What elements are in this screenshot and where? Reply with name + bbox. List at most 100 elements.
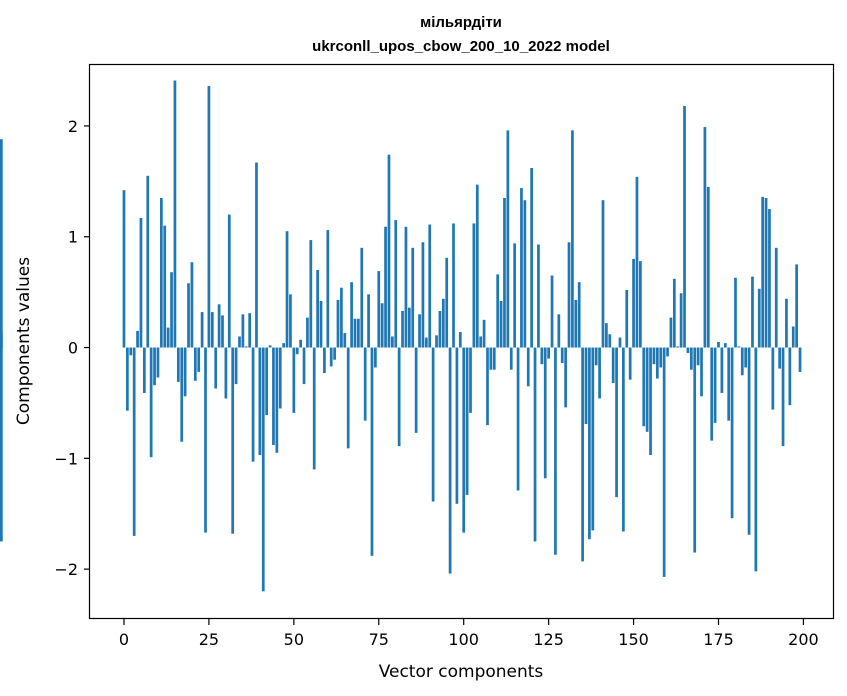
- bar-44: [272, 347, 275, 446]
- bar-0: [122, 190, 126, 348]
- bar-54: [306, 317, 309, 348]
- bar-138: [591, 347, 595, 531]
- bar-49: [289, 294, 292, 348]
- bar-141: [601, 200, 605, 348]
- bar-57: [316, 269, 319, 348]
- bar-140: [598, 347, 601, 399]
- bar-174: [713, 347, 717, 423]
- bar-159: [662, 347, 666, 577]
- bar-82: [401, 310, 404, 348]
- bar-97: [452, 223, 455, 348]
- bar-7: [146, 175, 150, 348]
- bar-13: [166, 327, 170, 348]
- bar-160: [666, 347, 669, 357]
- bar-18: [183, 347, 187, 397]
- bar-144: [611, 347, 615, 383]
- bar-66: [346, 347, 350, 449]
- bar-undefined: [0, 139, 3, 348]
- bar-193: [778, 347, 781, 369]
- bar-12: [163, 225, 167, 348]
- bar-198: [795, 264, 798, 348]
- bar-133: [574, 299, 578, 348]
- bar-73: [370, 347, 374, 556]
- x-axis-label: Vector components: [379, 662, 544, 682]
- bar-65: [343, 333, 347, 348]
- bar-55: [309, 240, 313, 348]
- bar-134: [577, 282, 581, 348]
- bar-187: [757, 288, 761, 348]
- y-tick-label: 0: [68, 339, 78, 358]
- bar-38: [251, 347, 255, 462]
- bar-33: [234, 347, 238, 385]
- bar-166: [686, 347, 690, 354]
- bar-101: [465, 347, 469, 495]
- bar-84: [407, 307, 411, 348]
- bar-88: [421, 242, 425, 348]
- bar-132: [571, 130, 574, 348]
- bar-36: [244, 346, 248, 348]
- x-tick-label: 175: [703, 630, 734, 649]
- bar-39: [255, 162, 258, 348]
- bar-undefined: [0, 347, 3, 542]
- bar-168: [693, 347, 697, 553]
- bar-62: [333, 347, 336, 360]
- bar-94: [441, 298, 445, 348]
- bar-32: [231, 347, 235, 534]
- bar-147: [622, 347, 625, 532]
- bar-116: [516, 347, 520, 491]
- bar-50: [292, 347, 296, 413]
- bar-188: [761, 196, 765, 348]
- bar-29: [221, 315, 224, 348]
- bar-119: [526, 347, 530, 387]
- bar-23: [200, 312, 204, 348]
- bar-195: [785, 298, 788, 348]
- bar-15: [173, 80, 177, 348]
- bar-96: [448, 347, 452, 574]
- bar-45: [275, 347, 279, 453]
- bar-107: [486, 347, 489, 426]
- bar-189: [764, 197, 768, 348]
- bar-11: [159, 197, 163, 348]
- chart-subtitle: ukrconll_upos_cbow_200_10_2022 model: [312, 38, 610, 55]
- bar-105: [479, 336, 483, 348]
- bar-194: [781, 347, 785, 447]
- bar-149: [628, 347, 632, 380]
- bar-37: [248, 313, 252, 348]
- bar-137: [588, 347, 591, 540]
- bar-191: [771, 347, 775, 410]
- bar-145: [615, 347, 618, 498]
- bar-63: [336, 299, 340, 348]
- x-tick-label: 0: [119, 630, 129, 649]
- y-tick-label: −1: [54, 449, 78, 468]
- bar-58: [319, 301, 323, 348]
- bar-161: [669, 317, 673, 348]
- bar-114: [509, 347, 513, 370]
- bar-24: [204, 347, 207, 533]
- bar-115: [513, 243, 517, 348]
- bar-59: [323, 347, 326, 374]
- bar-126: [550, 275, 554, 348]
- bar-185: [751, 276, 754, 348]
- bar-104: [475, 184, 479, 348]
- bar-20: [190, 262, 194, 348]
- bar-1: [126, 347, 129, 411]
- bar-53: [302, 347, 306, 385]
- bar-153: [642, 347, 646, 427]
- bar-177: [723, 343, 727, 348]
- bar-176: [720, 347, 724, 393]
- bar-167: [689, 347, 693, 370]
- bar-173: [710, 347, 714, 441]
- y-axis-label: Components values: [14, 257, 34, 425]
- bar-120: [530, 168, 533, 348]
- bar-102: [469, 347, 472, 413]
- bar-80: [394, 220, 398, 348]
- bar-182: [740, 347, 744, 376]
- bar-90: [428, 224, 432, 348]
- bar-89: [424, 337, 428, 348]
- bar-110: [496, 274, 500, 348]
- bar-30: [224, 347, 228, 399]
- x-tick-label: 50: [284, 630, 304, 649]
- bar-10: [156, 347, 160, 378]
- bar-74: [374, 347, 377, 368]
- bar-78: [387, 154, 391, 348]
